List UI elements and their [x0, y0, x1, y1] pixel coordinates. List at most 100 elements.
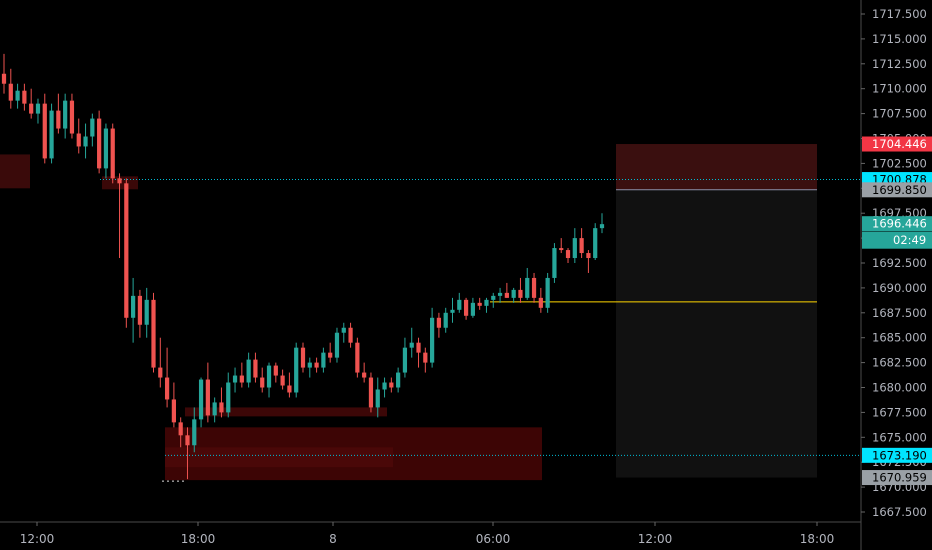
candle[interactable] [110, 123, 115, 184]
candle[interactable] [226, 372, 231, 418]
candle[interactable] [63, 93, 68, 139]
candle[interactable] [232, 367, 238, 393]
candle[interactable] [76, 118, 81, 154]
candle[interactable] [212, 397, 217, 423]
candle[interactable] [273, 362, 278, 383]
candle[interactable] [599, 213, 605, 234]
candle[interactable] [375, 377, 380, 418]
candle[interactable] [559, 238, 564, 254]
candle[interactable] [443, 307, 448, 333]
candle-body [185, 435, 190, 446]
candle[interactable] [545, 272, 550, 313]
candle[interactable] [49, 103, 54, 164]
price-label-text: 1704.446 [872, 137, 927, 151]
candle[interactable] [409, 327, 414, 358]
candle[interactable] [450, 297, 455, 323]
candle[interactable] [117, 173, 122, 259]
candle[interactable] [436, 312, 442, 338]
candle[interactable] [416, 337, 421, 368]
candle[interactable] [8, 68, 13, 109]
candle-body [232, 375, 238, 383]
candle[interactable] [484, 297, 489, 313]
candle[interactable] [389, 377, 394, 393]
candle[interactable] [171, 382, 176, 428]
candle[interactable] [246, 352, 251, 388]
candle-body [375, 389, 380, 408]
candle[interactable] [497, 287, 503, 303]
candle[interactable] [83, 123, 88, 159]
candle[interactable] [382, 377, 387, 398]
candle[interactable] [348, 322, 353, 348]
candle[interactable] [300, 342, 306, 373]
candle[interactable] [525, 267, 530, 300]
y-tick-label: 1680.000 [872, 381, 927, 395]
candle[interactable] [90, 113, 95, 147]
candle[interactable] [266, 362, 272, 398]
candle[interactable] [151, 292, 156, 373]
price-label: 1699.850 [862, 182, 932, 198]
candle[interactable] [552, 243, 557, 283]
candle[interactable] [97, 110, 102, 174]
candle[interactable] [518, 277, 523, 303]
candle[interactable] [423, 347, 428, 373]
candle[interactable] [192, 407, 197, 453]
candle[interactable] [491, 292, 496, 308]
candle[interactable] [314, 357, 319, 373]
candle[interactable] [368, 372, 374, 413]
candle[interactable] [15, 83, 20, 109]
candle[interactable] [457, 292, 462, 313]
candle-body [328, 352, 333, 358]
candle[interactable] [56, 93, 61, 134]
candle[interactable] [164, 347, 170, 408]
candle[interactable] [328, 342, 333, 363]
candle[interactable] [402, 337, 408, 378]
candle[interactable] [137, 289, 143, 338]
candle[interactable] [260, 367, 265, 393]
candle[interactable] [35, 98, 41, 124]
candle[interactable] [42, 93, 47, 164]
candle[interactable] [504, 282, 509, 298]
candle[interactable] [355, 337, 360, 378]
candle[interactable] [334, 327, 340, 363]
candle[interactable] [178, 417, 183, 448]
candle[interactable] [144, 287, 149, 338]
candle[interactable] [572, 228, 577, 263]
candle[interactable] [1, 53, 7, 94]
candle[interactable] [294, 342, 299, 398]
candle[interactable] [22, 83, 27, 111]
x-tick-label: 12:00 [20, 532, 55, 546]
candle[interactable] [341, 322, 346, 343]
candle[interactable] [470, 297, 475, 318]
candle[interactable] [593, 223, 598, 261]
candle[interactable] [531, 272, 537, 303]
candle[interactable] [396, 367, 401, 393]
candle[interactable] [430, 307, 435, 368]
candle[interactable] [287, 372, 292, 398]
candle[interactable] [239, 362, 244, 388]
candle[interactable] [511, 287, 516, 303]
candle[interactable] [321, 347, 326, 373]
candle[interactable] [586, 250, 591, 273]
candle[interactable] [185, 427, 190, 480]
candle-body [470, 302, 475, 316]
candle[interactable] [280, 369, 285, 390]
candle[interactable] [158, 337, 163, 388]
candle[interactable] [477, 297, 482, 310]
candle[interactable] [538, 287, 543, 313]
candle[interactable] [29, 88, 34, 119]
candle[interactable] [198, 377, 204, 428]
candle[interactable] [307, 357, 312, 378]
candle[interactable] [124, 178, 129, 328]
candle[interactable] [219, 387, 224, 418]
candle[interactable] [253, 352, 258, 383]
candle[interactable] [565, 248, 571, 263]
candle-body [22, 90, 27, 104]
candle[interactable] [463, 297, 469, 320]
candle[interactable] [131, 277, 136, 343]
candle[interactable] [205, 362, 210, 423]
candle[interactable] [362, 362, 367, 383]
candle[interactable] [103, 123, 109, 179]
candle[interactable] [69, 93, 75, 139]
candle[interactable] [579, 228, 584, 259]
